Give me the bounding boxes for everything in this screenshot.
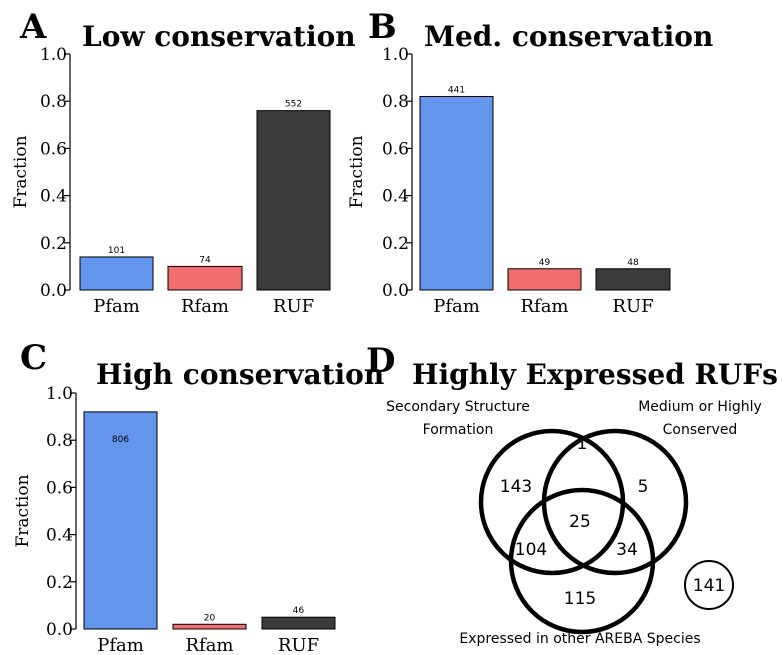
y-tick-label: 0.2 [382, 234, 409, 254]
bar-pfam [83, 411, 158, 630]
category-label-pfam: Pfam [93, 296, 140, 317]
bar-data-label-rfam: 74 [199, 255, 211, 265]
y-tick-label: 0.8 [46, 431, 73, 451]
bar-pfam [79, 256, 154, 291]
y-tick-label: 0.2 [46, 573, 73, 593]
bar-rfam [172, 623, 247, 630]
bar-pfam [419, 95, 494, 291]
region-ab: 1 [577, 434, 588, 454]
region-b-only: 5 [638, 477, 649, 497]
y-tick-label: 0.6 [382, 139, 409, 159]
y-tick-label: 0.0 [40, 281, 67, 301]
panel-d-venn: D Highly Expressed RUFs Secondary Struct… [366, 341, 778, 647]
region-c-only: 115 [564, 589, 596, 609]
y-tick-label: 0.4 [40, 187, 67, 207]
panel-b: B Med. conservation 0.0 0.2 0.4 0.6 0.8 1.0 Frac… [347, 7, 713, 317]
set-a-label-line1: Secondary Structure [386, 399, 530, 415]
y-tick-label: 0.6 [46, 478, 73, 498]
venn-circle-c [508, 487, 656, 635]
y-tick-label: 1.0 [382, 45, 409, 65]
category-label-rfam: Rfam [520, 296, 568, 317]
panel-letter-b: B [368, 7, 397, 47]
y-tick-label: 0.6 [40, 139, 67, 159]
region-none: 141 [693, 576, 725, 596]
y-tick-label: 0.2 [40, 234, 67, 254]
bar-ruf [595, 268, 671, 291]
y-axis-label: Fraction [11, 135, 31, 208]
bar-data-label-ruf: 46 [293, 606, 305, 616]
venn-circle-a [478, 428, 626, 576]
region-ac: 104 [515, 540, 547, 560]
category-label-ruf: RUF [278, 635, 319, 655]
y-tick-label: 0.4 [382, 187, 409, 207]
venn-circle-none [684, 560, 734, 610]
y-tick-label: 0.8 [382, 92, 409, 112]
category-label-rfam: Rfam [185, 635, 233, 655]
bar-ruf [256, 110, 331, 291]
y-tick-label: 0.0 [46, 620, 73, 640]
set-b-label-line1: Medium or Highly [638, 399, 762, 415]
y-tick-label: 1.0 [40, 45, 67, 65]
y-axis-label: Fraction [347, 135, 367, 208]
bar-data-label-pfam: 441 [448, 85, 465, 95]
y-tick-label: 0.4 [46, 526, 73, 546]
panel-letter-d: D [366, 341, 395, 381]
chart-title-a: Low conservation [82, 20, 356, 53]
bar-data-label-rfam: 49 [539, 258, 551, 268]
category-label-pfam: Pfam [433, 296, 480, 317]
bar-data-label-pfam: 806 [112, 435, 129, 445]
panel-letter-c: C [20, 338, 47, 378]
bar-rfam [507, 268, 582, 291]
y-axis-label: Fraction [13, 474, 33, 547]
y-tick-label: 0.8 [40, 92, 67, 112]
bar-rfam [167, 265, 243, 291]
bar-data-label-ruf: 48 [627, 258, 639, 268]
bar-data-label-ruf: 552 [285, 100, 302, 110]
y-tick-label: 0.0 [382, 281, 409, 301]
chart-title-b: Med. conservation [424, 20, 713, 53]
panel-c: C High conservation 0.0 0.2 0.4 0.6 0.8 1.0 Frac… [13, 338, 384, 655]
set-b-label-line2: Conserved [663, 422, 738, 438]
category-label-pfam: Pfam [97, 635, 144, 655]
region-bc: 34 [616, 540, 638, 560]
category-label-ruf: RUF [612, 296, 653, 317]
region-abc: 25 [569, 512, 591, 532]
bar-data-label-rfam: 20 [204, 613, 216, 623]
panel-a: A Low conservation 0.0 0.2 0.4 0.6 0.8 1.0 Fract… [11, 7, 356, 317]
panel-letter-a: A [19, 7, 47, 47]
category-label-ruf: RUF [273, 296, 314, 317]
venn-circle-b [541, 428, 689, 576]
bar-data-label-pfam: 101 [108, 246, 125, 256]
set-a-label-line2: Formation [423, 422, 494, 438]
category-label-rfam: Rfam [181, 296, 229, 317]
region-a-only: 143 [500, 477, 532, 497]
venn-title: Highly Expressed RUFs [412, 358, 778, 391]
set-c-label: Expressed in other AREBA Species [459, 631, 700, 647]
chart-title-c: High conservation [96, 358, 384, 391]
y-tick-label: 1.0 [46, 384, 73, 404]
bar-ruf [261, 616, 336, 630]
